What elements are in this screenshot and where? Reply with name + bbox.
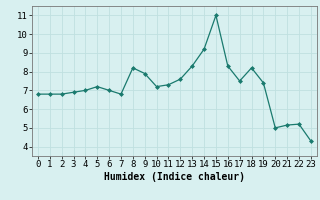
X-axis label: Humidex (Indice chaleur): Humidex (Indice chaleur) — [104, 172, 245, 182]
